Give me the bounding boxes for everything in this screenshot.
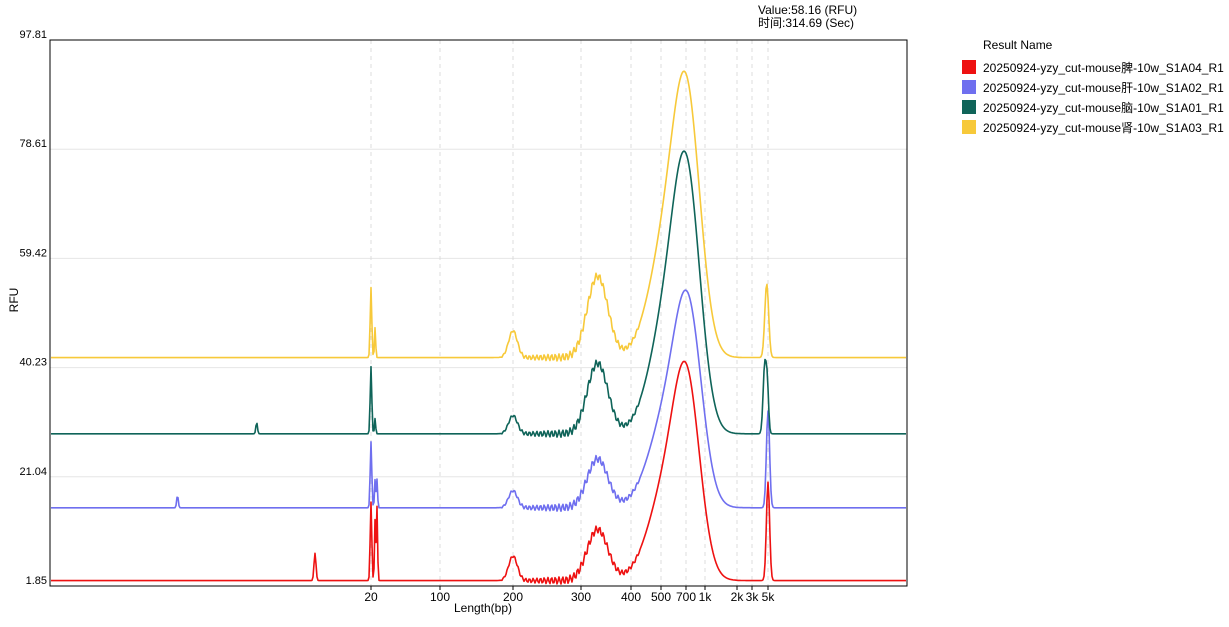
x-axis-label: Length(bp) (454, 601, 512, 615)
x-tick-label: 20 (364, 590, 378, 604)
series-line (51, 360, 906, 585)
legend-label: 20250924-yzy_cut-mouse肾-10w_S1A03_R1 (983, 121, 1224, 135)
legend-title: Result Name (983, 38, 1053, 52)
legend-swatch (962, 80, 976, 94)
legend-swatch (962, 60, 976, 74)
x-tick-label: 5k (762, 590, 776, 604)
x-tick-label: 400 (621, 590, 641, 604)
legend-label: 20250924-yzy_cut-mouse脾-10w_S1A04_R1 (983, 61, 1224, 75)
legend-swatch (962, 100, 976, 114)
y-axis-ticks: 97.81 78.61 59.42 40.23 21.04 1.85 (19, 29, 47, 587)
x-tick-label: 700 (676, 590, 696, 604)
hover-time-text: 时间:314.69 (Sec) (758, 16, 855, 30)
x-axis-ticks: 20 100 200 300 400 500 700 1k 2k 3k 5k (364, 586, 775, 604)
plot-frame (49, 39, 908, 587)
y-tick-label: 1.85 (26, 575, 47, 587)
y-tick-label: 97.81 (19, 29, 47, 41)
hover-value-text: Value:58.16 (RFU) (758, 3, 858, 17)
legend-label: 20250924-yzy_cut-mouse肝-10w_S1A02_R1 (983, 81, 1224, 95)
series-line (51, 289, 906, 513)
x-tick-label: 500 (651, 590, 671, 604)
legend-label: 20250924-yzy_cut-mouse脑-10w_S1A01_R1 (983, 101, 1224, 115)
y-tick-label: 78.61 (19, 138, 47, 150)
series-traces (51, 70, 906, 585)
y-tick-label: 40.23 (19, 357, 47, 369)
series-line (51, 150, 906, 439)
hover-readout: Value:58.16 (RFU) 时间:314.69 (Sec) (758, 4, 857, 30)
legend-swatch (962, 120, 976, 134)
x-tick-label: 2k (731, 590, 745, 604)
x-tick-label: 200 (503, 590, 523, 604)
x-tick-label: 100 (430, 590, 450, 604)
y-axis-label: RFU (7, 288, 21, 313)
x-tick-label: 3k (746, 590, 760, 604)
x-tick-label: 300 (571, 590, 591, 604)
x-tick-label: 1k (699, 590, 713, 604)
y-tick-label: 59.42 (19, 247, 47, 259)
series-line (51, 70, 906, 362)
y-tick-label: 21.04 (19, 466, 47, 478)
